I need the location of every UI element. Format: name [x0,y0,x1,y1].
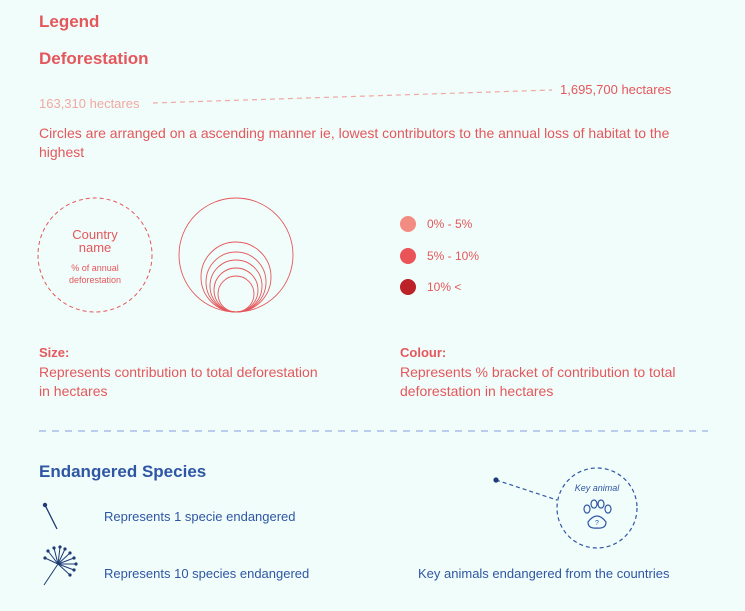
size-line2: in hectares [39,383,108,399]
branch-ten-icon [43,545,78,586]
size-line1: Represents contribution to total defores… [39,364,318,380]
bracket-dot-high [400,279,416,295]
size-circle [205,251,267,313]
size-circle [213,267,259,313]
key-animal-badge-label: Key animal [574,483,620,493]
deforestation-heading: Deforestation [39,49,149,68]
max-hectares-label: 1,695,700 hectares [560,82,672,97]
pct-line1: % of annual [71,263,119,273]
key-animal-label: Key animals endangered from the countrie… [418,566,670,581]
ten-species-label: Represents 10 species endangered [104,566,310,581]
sample-country-circle [37,197,153,313]
colour-line2: deforestation in hectares [400,383,554,399]
one-species-label: Represents 1 specie endangered [104,509,296,524]
scale-dashed-line [152,89,553,104]
bracket-label-low: 0% - 5% [427,217,473,231]
key-animal-pointer-dot [493,477,499,483]
key-animal-pointer-line [495,479,558,501]
pct-line2: deforestation [68,275,122,285]
bracket-dot-mid [400,248,416,264]
bracket-dot-low [400,216,416,232]
bracket-label-high: 10% < [427,280,462,294]
single-stem-icon [42,502,58,530]
bracket-label-mid: 5% - 10% [427,249,480,263]
svg-text:?: ? [595,520,599,527]
size-circle-smallest [217,275,255,313]
colour-description: Represents % bracket of contribution to … [400,363,675,401]
min-hectares-label: 163,310 hectares [39,96,140,111]
country-line1: Country [72,227,118,242]
colour-heading: Colour: [400,345,447,360]
legend-title: Legend [39,12,100,31]
country-line2: name [78,240,112,255]
sample-country-name: Country name [50,228,140,254]
endangered-heading: Endangered Species [39,462,207,481]
colour-line1: Represents % bracket of contribution to … [400,364,676,380]
nested-size-circles [178,197,294,313]
size-description: Represents contribution to total defores… [39,363,318,401]
key-animal-badge-circle [556,467,638,549]
size-heading: Size: [39,345,70,360]
paw-icon [583,499,612,529]
sample-pct: % of annual deforestation [50,262,140,286]
size-circle-largest [178,197,294,313]
deforestation-description: Circles are arranged on a ascending mann… [39,125,670,160]
